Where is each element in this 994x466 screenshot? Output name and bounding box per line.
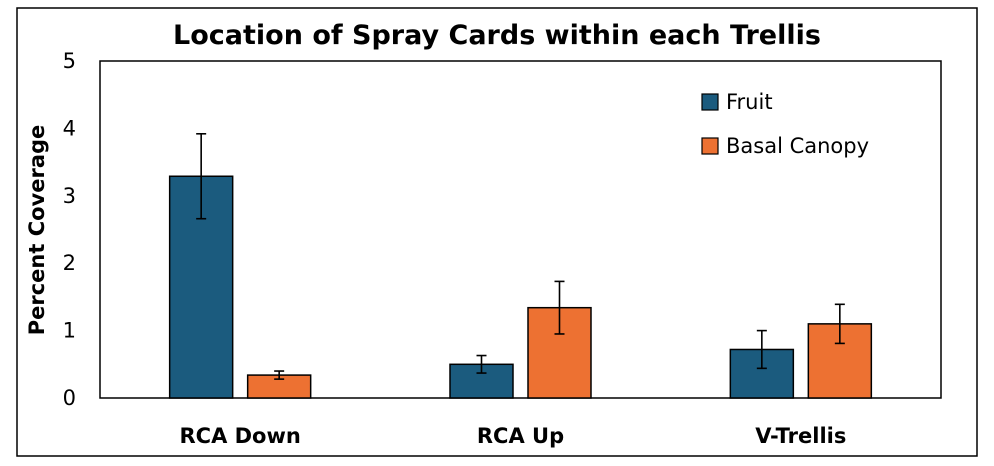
legend-swatch (701, 137, 719, 155)
x-category-label: V-Trellis (755, 424, 846, 448)
x-category-label: RCA Down (179, 424, 300, 448)
y-axis-label: Percent Coverage (25, 125, 49, 336)
y-tick-label: 0 (63, 386, 76, 410)
y-tick-label: 5 (63, 49, 76, 73)
plot-area: 0 1 2 3 4 5 RCA Down RCA Up V-Trellis Fruit Basal … (63, 49, 942, 448)
y-tick-label: 4 (63, 116, 76, 140)
y-tick-label: 2 (63, 251, 76, 275)
y-tick-label: 1 (63, 319, 76, 343)
plot-border (99, 60, 942, 399)
legend-label: Basal Canopy (726, 134, 869, 158)
legend-swatch (701, 93, 719, 111)
bar-fruit (168, 175, 234, 399)
chart-title: Location of Spray Cards within each Trel… (173, 20, 821, 51)
y-tick-label: 3 (63, 184, 76, 208)
x-category-label: RCA Up (477, 424, 564, 448)
legend-label: Fruit (726, 90, 773, 114)
